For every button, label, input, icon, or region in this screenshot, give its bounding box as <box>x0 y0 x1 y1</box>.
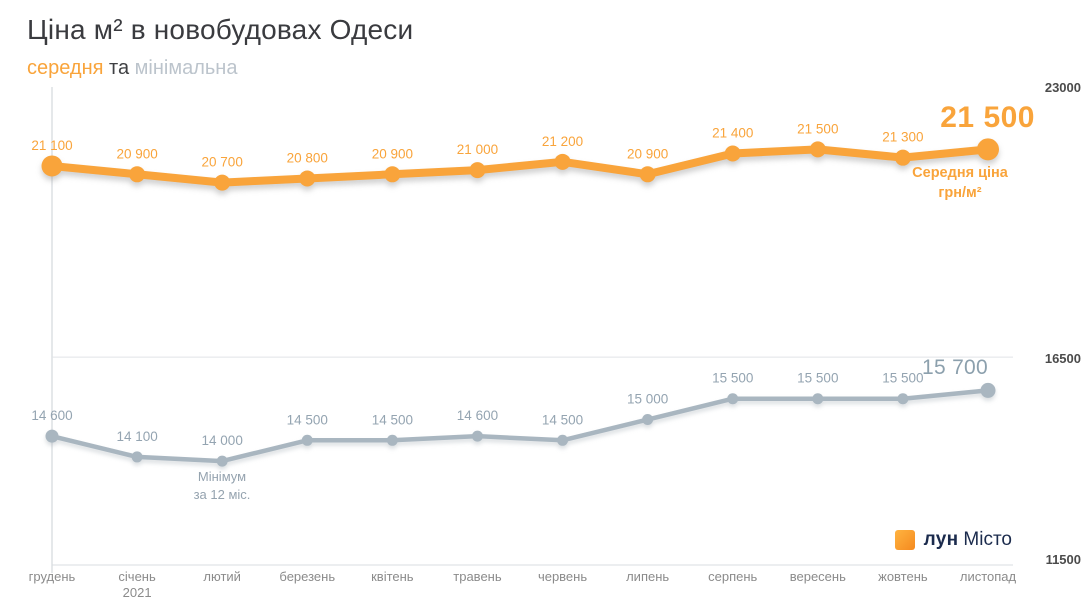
minimum-annotation: Мінімум за 12 міс. <box>170 468 274 504</box>
avg-point <box>299 170 316 187</box>
x-axis-label: травень <box>453 569 502 584</box>
avg-point-label: 20 900 <box>627 146 668 161</box>
x-axis-label: червень <box>538 569 587 584</box>
min-point <box>557 434 569 446</box>
x-axis-label: грудень <box>29 569 76 584</box>
latest-average-price-value: 21 500 <box>940 101 1035 134</box>
min-point-label: 14 500 <box>542 412 583 427</box>
avg-point-label: 21 000 <box>457 142 498 157</box>
min-point <box>642 414 654 426</box>
avg-line <box>48 145 992 187</box>
minimum-annotation-line2: за 12 міс. <box>193 487 251 503</box>
min-point-label: 15 500 <box>712 371 753 386</box>
min-point <box>131 451 143 463</box>
x-axis-label: вересень <box>790 569 846 584</box>
min-point <box>301 434 313 446</box>
avg-point-label: 20 800 <box>287 150 328 165</box>
avg-point <box>809 141 826 158</box>
subtitle-conjunction: та <box>103 57 135 79</box>
average-price-annotation-line1: Середня ціна <box>912 165 1008 181</box>
brand-logo-icon <box>894 530 915 550</box>
avg-point-label: 21 300 <box>882 130 923 145</box>
brand-name: лун Місто <box>924 529 1012 551</box>
min-point-label: 14 500 <box>372 412 413 427</box>
series-avg <box>41 138 999 191</box>
avg-point-label: 20 900 <box>372 146 413 161</box>
chart-subtitle: середня та мінімальна <box>27 57 237 80</box>
min-point <box>216 455 228 467</box>
avg-point <box>977 138 999 161</box>
average-price-annotation: Середня ціна грн/м² <box>885 164 1035 203</box>
avg-point <box>639 166 656 183</box>
x-axis-label: січень <box>118 569 156 584</box>
x-axis-label: квітень <box>371 569 414 584</box>
avg-point-label: 21 500 <box>797 121 838 136</box>
x-axis-label: серпень <box>708 569 757 584</box>
min-point <box>980 382 996 398</box>
avg-point <box>41 155 63 177</box>
x-axis-label: жовтень <box>878 569 928 584</box>
subtitle-minimum-word: мінімальна <box>134 57 238 79</box>
brand-name-regular: Місто <box>963 529 1012 550</box>
min-point <box>471 430 483 442</box>
min-point-label: 14 100 <box>116 429 157 444</box>
avg-point <box>724 145 741 162</box>
avg-point-label: 21 100 <box>31 138 72 153</box>
min-point <box>897 393 909 405</box>
y-axis-tick-11500: 11500 <box>1045 552 1081 567</box>
avg-point-label: 20 700 <box>202 155 243 170</box>
latest-minimum-price-value: 15 700 <box>921 356 989 379</box>
y-axis-tick-23000: 23000 <box>1044 80 1081 95</box>
brand-name-bold: лун <box>923 529 959 550</box>
avg-point <box>469 162 486 179</box>
min-point-label: 14 600 <box>457 408 498 423</box>
avg-point <box>554 153 571 170</box>
avg-point-label: 21 200 <box>542 134 583 149</box>
y-axis-tick-16500: 16500 <box>1044 351 1081 366</box>
avg-point <box>384 166 401 183</box>
x-axis-label: лютий <box>203 569 241 584</box>
avg-point-label: 21 400 <box>712 126 753 141</box>
min-point-label: 15 500 <box>882 371 923 386</box>
x-axis-label: липень <box>626 569 669 584</box>
min-point-label: 15 500 <box>797 371 838 386</box>
x-axis-label: березень <box>279 569 335 584</box>
min-point-label: 15 000 <box>627 392 668 407</box>
x-axis-label: листопад <box>960 569 1017 584</box>
series-min <box>45 382 996 467</box>
avg-point-label: 20 900 <box>116 146 157 161</box>
min-line <box>49 388 991 464</box>
min-point-label: 14 600 <box>31 408 72 423</box>
brand-legend: лун Місто <box>894 529 1012 551</box>
subtitle-average-word: середня <box>27 57 104 79</box>
avg-point <box>214 174 231 191</box>
min-point <box>727 393 739 405</box>
min-point-label: 14 000 <box>202 433 243 448</box>
x-axis-year-sublabel: 2021 <box>123 585 152 600</box>
avg-point <box>129 166 146 183</box>
page-title: Ціна м² в новобудовах Одеси <box>27 14 414 45</box>
min-point <box>386 434 398 446</box>
min-point <box>812 393 824 405</box>
minimum-annotation-line1: Мінімум <box>197 469 247 484</box>
min-point-label: 14 500 <box>287 412 328 427</box>
average-price-annotation-line2: грн/м² <box>938 184 982 201</box>
min-point <box>45 429 59 443</box>
avg-point <box>894 149 911 166</box>
